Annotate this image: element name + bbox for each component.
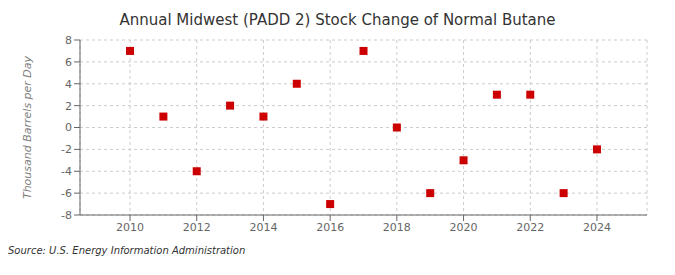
svg-text:-2: -2 (61, 143, 72, 156)
svg-text:8: 8 (65, 34, 72, 47)
svg-text:2012: 2012 (183, 221, 211, 234)
svg-text:Thousand Barrels per Day: Thousand Barrels per Day (21, 55, 34, 199)
svg-text:-6: -6 (61, 187, 72, 200)
html-text:Annual Midwest (PADD 2) Stock: Annual Midwest (PADD 2) Stock Change of … (119, 11, 556, 29)
svg-text:2016: 2016 (316, 221, 344, 234)
svg-text:-8: -8 (61, 209, 72, 222)
svg-text:2018: 2018 (383, 221, 411, 234)
svg-text:2020: 2020 (450, 221, 478, 234)
svg-text:0: 0 (65, 121, 72, 134)
svg-text:2010: 2010 (116, 221, 144, 234)
svg-text:-4: -4 (61, 165, 72, 178)
svg-text:6: 6 (65, 56, 72, 69)
svg-text:2022: 2022 (516, 221, 544, 234)
svg-text:2: 2 (65, 100, 72, 113)
svg-text:2014: 2014 (249, 221, 277, 234)
svg-text:4: 4 (65, 78, 72, 91)
html-text:Source: U.S. Energy Informatio: Source: U.S. Energy Information Administ… (8, 245, 246, 256)
svg-text:2024: 2024 (583, 221, 611, 234)
